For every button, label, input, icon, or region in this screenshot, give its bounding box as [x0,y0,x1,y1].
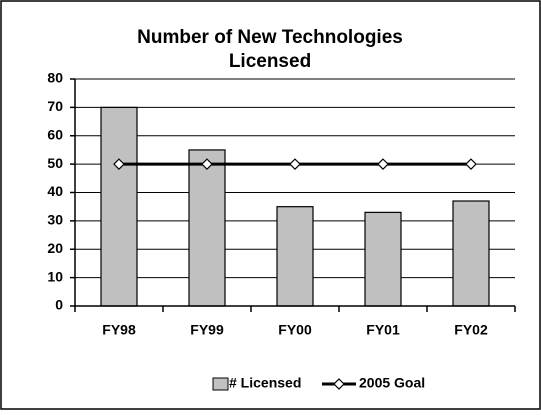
legend-swatch [212,377,229,391]
y-tick-label: 60 [47,126,63,142]
bar [452,200,490,307]
goal-marker [201,158,213,170]
x-tick-label: FY02 [454,322,488,338]
legend-label: 2005 Goal [359,375,425,391]
x-tick-label: FY00 [278,322,312,338]
y-tick-label: 10 [47,268,63,284]
y-tick-label: 50 [47,155,63,171]
y-tick-label: 20 [47,240,63,256]
y-tick-label: 30 [47,212,63,228]
bar [100,106,138,307]
bar [364,211,402,307]
y-tick-label: 0 [55,297,63,313]
bar [276,206,314,307]
legend-label: # Licensed [229,375,301,391]
legend-marker [333,378,345,390]
x-tick-label: FY99 [190,322,224,338]
bar [188,149,226,307]
chart-title: Licensed [229,51,311,72]
goal-marker [113,158,125,170]
chart-title: Number of New Technologies [137,27,403,48]
x-tick-label: FY01 [366,322,400,338]
y-tick-label: 70 [47,98,63,114]
y-tick-label: 40 [47,183,63,199]
y-tick-label: 80 [47,70,63,86]
goal-marker [377,158,389,170]
x-tick-label: FY98 [102,322,136,338]
goal-marker [289,158,301,170]
goal-marker [465,158,477,170]
